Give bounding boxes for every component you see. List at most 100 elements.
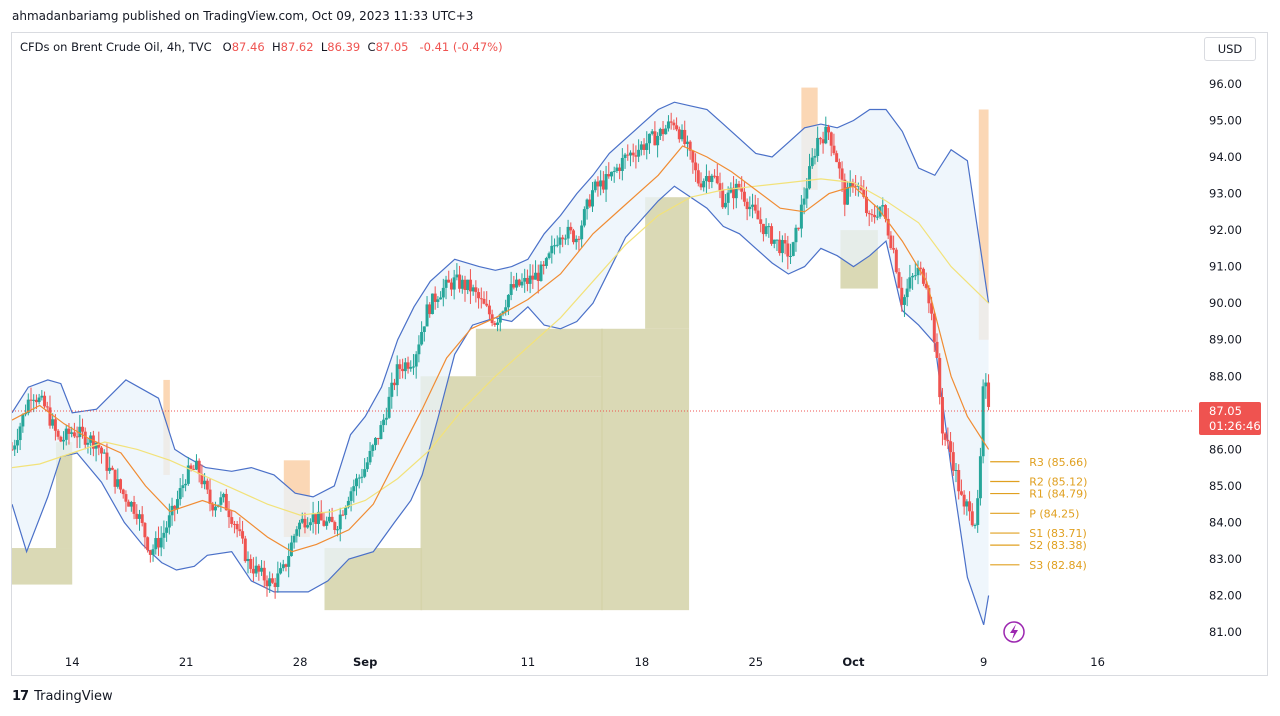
- candle-body: [512, 284, 516, 288]
- high-label: H: [271, 40, 281, 54]
- pivot-label-r2: R2 (85.12): [1029, 476, 1087, 489]
- candle-body: [45, 406, 49, 408]
- candle-body: [384, 417, 388, 420]
- candle-body: [601, 180, 605, 190]
- candle-body: [110, 467, 114, 470]
- y-tick-label: 85.00: [1209, 479, 1242, 493]
- candle-body: [371, 445, 375, 451]
- candle-body: [943, 433, 947, 440]
- candle-body: [637, 149, 641, 157]
- candle-body: [900, 287, 904, 305]
- candle-body: [48, 407, 52, 426]
- candle-body: [813, 155, 817, 158]
- x-tick-label: 16: [1090, 655, 1105, 669]
- candle-body: [178, 488, 182, 500]
- candle-body: [148, 550, 152, 555]
- candle-body: [561, 237, 565, 240]
- candle-body: [525, 277, 529, 284]
- candle-body: [965, 501, 969, 507]
- lightning-bolt-shape: [1010, 624, 1018, 640]
- candle-body: [365, 462, 369, 470]
- candle-body: [357, 477, 361, 479]
- candle-body: [780, 240, 784, 254]
- candle-body: [105, 452, 109, 471]
- candle-body: [732, 187, 736, 199]
- candle-body: [656, 135, 660, 146]
- brand-name: TradingView: [34, 689, 113, 704]
- candle-body: [184, 483, 188, 486]
- currency-button[interactable]: USD: [1204, 37, 1256, 61]
- candle-body: [496, 322, 500, 325]
- candle-body: [574, 238, 578, 243]
- candle-body: [772, 239, 776, 244]
- candle-body: [916, 267, 920, 276]
- candle-body: [300, 518, 304, 523]
- candle-body: [355, 478, 359, 487]
- candle-body: [238, 529, 242, 532]
- candle-body: [930, 303, 934, 314]
- candle-body: [132, 501, 136, 514]
- candle-body: [154, 538, 158, 550]
- y-tick-label: 89.00: [1209, 333, 1242, 347]
- candle-body: [642, 144, 646, 150]
- candle-body: [770, 226, 774, 244]
- candle-body: [978, 456, 982, 499]
- candle-body: [18, 426, 22, 441]
- candle-body: [441, 287, 445, 298]
- candle-body: [859, 185, 863, 190]
- candle-body: [308, 522, 312, 526]
- candle-body: [325, 521, 329, 526]
- candle-body: [458, 274, 462, 289]
- lightning-event-icon[interactable]: [1003, 621, 1025, 643]
- candle-body: [542, 264, 546, 266]
- candle-body: [208, 489, 212, 505]
- candle-body: [786, 243, 790, 257]
- candle-body: [474, 287, 478, 293]
- candle-body: [262, 567, 266, 581]
- candle-body: [764, 226, 768, 235]
- candle-body: [647, 133, 651, 144]
- candle-body: [468, 279, 472, 292]
- candle-body: [127, 501, 131, 507]
- candle-body: [924, 283, 928, 288]
- candle-body: [677, 129, 681, 140]
- candle-body: [173, 505, 177, 509]
- x-tick-label: 11: [521, 655, 536, 669]
- candle-body: [517, 279, 521, 286]
- candle-body: [751, 204, 755, 207]
- candle-body: [506, 294, 510, 308]
- candle-body: [287, 556, 291, 567]
- candle-body: [32, 399, 36, 401]
- candle-body: [186, 465, 190, 484]
- candle-body: [675, 125, 679, 130]
- ema-line: [12, 145, 990, 553]
- candle-body: [40, 395, 44, 398]
- candle-body: [311, 514, 315, 523]
- symbol-legend: CFDs on Brent Crude Oil, 4h, TVC O87.46 …: [20, 40, 503, 54]
- candle-body: [336, 529, 340, 531]
- candle-body: [596, 181, 600, 187]
- candle-body: [946, 439, 950, 442]
- candle-body: [75, 436, 79, 438]
- candle-body: [411, 366, 415, 368]
- supply-zone: [978, 109, 989, 340]
- candle-body: [631, 152, 635, 156]
- candle-body: [968, 501, 972, 512]
- candle-body: [713, 175, 717, 177]
- candle-body: [83, 431, 87, 445]
- candle-body: [848, 181, 852, 188]
- pivot-label-r1: R1 (84.79): [1029, 488, 1087, 501]
- candle-body: [338, 514, 342, 530]
- candle-body: [81, 426, 85, 432]
- candle-body: [414, 354, 418, 367]
- candle-body: [832, 145, 836, 154]
- y-tick-label: 82.00: [1209, 589, 1242, 603]
- candle-body: [24, 413, 28, 415]
- candle-body: [799, 204, 803, 229]
- candle-body: [862, 189, 866, 197]
- candle-body: [691, 150, 695, 163]
- candle-body: [856, 185, 860, 187]
- candle-body: [897, 272, 901, 288]
- candle-body: [333, 522, 337, 530]
